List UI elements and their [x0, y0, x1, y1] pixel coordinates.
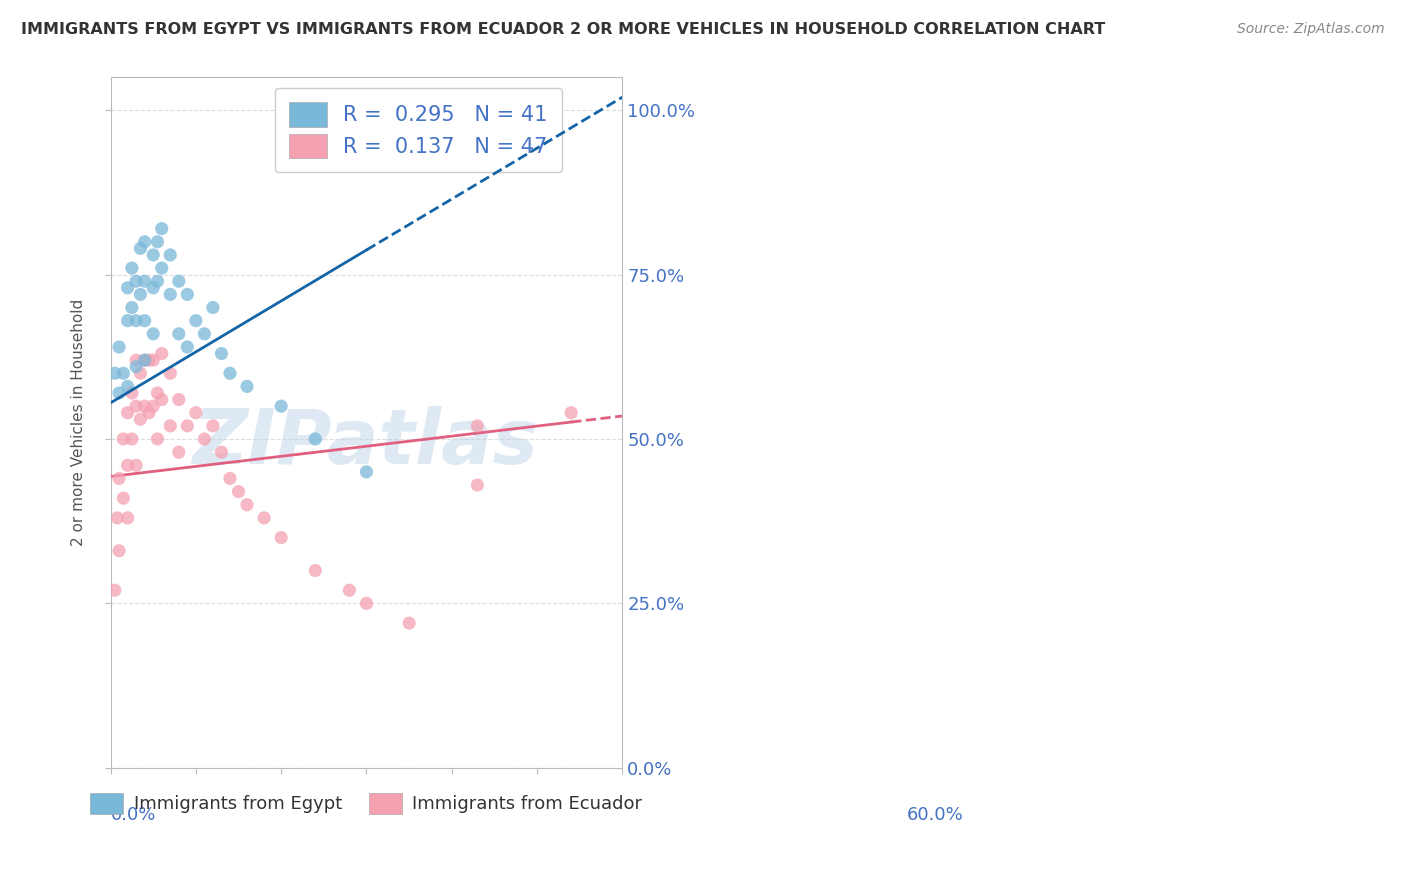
- Point: [117, 314, 139, 328]
- Point: [159, 287, 181, 301]
- Point: [108, 543, 131, 558]
- Point: [228, 484, 250, 499]
- Point: [112, 491, 135, 505]
- Point: [138, 353, 160, 368]
- Point: [142, 399, 165, 413]
- Point: [142, 353, 165, 368]
- Point: [201, 418, 224, 433]
- Point: [467, 478, 489, 492]
- Point: [209, 445, 232, 459]
- Point: [176, 418, 198, 433]
- Point: [201, 301, 224, 315]
- Point: [117, 406, 139, 420]
- Point: [105, 511, 128, 525]
- Text: 60.0%: 60.0%: [907, 805, 963, 823]
- Point: [138, 406, 160, 420]
- Point: [339, 583, 361, 598]
- Point: [121, 261, 143, 276]
- Point: [117, 458, 139, 473]
- Point: [125, 458, 148, 473]
- Point: [167, 445, 190, 459]
- Point: [121, 301, 143, 315]
- Text: Source: ZipAtlas.com: Source: ZipAtlas.com: [1237, 22, 1385, 37]
- Point: [134, 399, 156, 413]
- Point: [146, 432, 169, 446]
- Point: [108, 340, 131, 354]
- Point: [134, 274, 156, 288]
- Point: [142, 248, 165, 262]
- Point: [270, 399, 292, 413]
- Point: [467, 418, 489, 433]
- Point: [167, 392, 190, 407]
- Point: [104, 583, 127, 598]
- Point: [176, 340, 198, 354]
- Point: [184, 314, 207, 328]
- Point: [398, 616, 420, 631]
- Point: [560, 406, 582, 420]
- Point: [134, 353, 156, 368]
- Point: [150, 221, 173, 235]
- Point: [121, 386, 143, 401]
- Point: [159, 418, 181, 433]
- Point: [270, 531, 292, 545]
- Point: [193, 432, 215, 446]
- Point: [150, 346, 173, 360]
- Point: [125, 359, 148, 374]
- Point: [121, 432, 143, 446]
- Text: ZIPatlas: ZIPatlas: [194, 406, 540, 480]
- Point: [142, 326, 165, 341]
- Point: [134, 314, 156, 328]
- Point: [117, 281, 139, 295]
- Point: [142, 281, 165, 295]
- Point: [159, 366, 181, 380]
- Point: [129, 366, 152, 380]
- Point: [129, 412, 152, 426]
- Point: [236, 498, 259, 512]
- Point: [209, 346, 232, 360]
- Point: [146, 235, 169, 249]
- Point: [167, 274, 190, 288]
- Point: [104, 366, 127, 380]
- Point: [159, 248, 181, 262]
- Point: [150, 261, 173, 276]
- Point: [356, 465, 378, 479]
- Point: [219, 471, 242, 485]
- Legend: Immigrants from Egypt, Immigrants from Ecuador: Immigrants from Egypt, Immigrants from E…: [83, 786, 650, 821]
- Point: [125, 353, 148, 368]
- Point: [184, 406, 207, 420]
- Point: [167, 326, 190, 341]
- Point: [125, 274, 148, 288]
- Point: [125, 314, 148, 328]
- Point: [108, 471, 131, 485]
- Point: [112, 432, 135, 446]
- Point: [236, 379, 259, 393]
- Text: 0.0%: 0.0%: [111, 805, 156, 823]
- Point: [112, 366, 135, 380]
- Text: IMMIGRANTS FROM EGYPT VS IMMIGRANTS FROM ECUADOR 2 OR MORE VEHICLES IN HOUSEHOLD: IMMIGRANTS FROM EGYPT VS IMMIGRANTS FROM…: [21, 22, 1105, 37]
- Point: [125, 399, 148, 413]
- Point: [304, 564, 326, 578]
- Point: [253, 511, 276, 525]
- Point: [304, 432, 326, 446]
- Point: [526, 123, 548, 137]
- Point: [176, 287, 198, 301]
- Point: [193, 326, 215, 341]
- Point: [146, 386, 169, 401]
- Point: [129, 287, 152, 301]
- Point: [108, 386, 131, 401]
- Point: [134, 235, 156, 249]
- Point: [146, 274, 169, 288]
- Point: [117, 379, 139, 393]
- Point: [117, 511, 139, 525]
- Point: [219, 366, 242, 380]
- Y-axis label: 2 or more Vehicles in Household: 2 or more Vehicles in Household: [72, 299, 86, 546]
- Point: [129, 241, 152, 255]
- Point: [150, 392, 173, 407]
- Point: [356, 596, 378, 610]
- Point: [134, 353, 156, 368]
